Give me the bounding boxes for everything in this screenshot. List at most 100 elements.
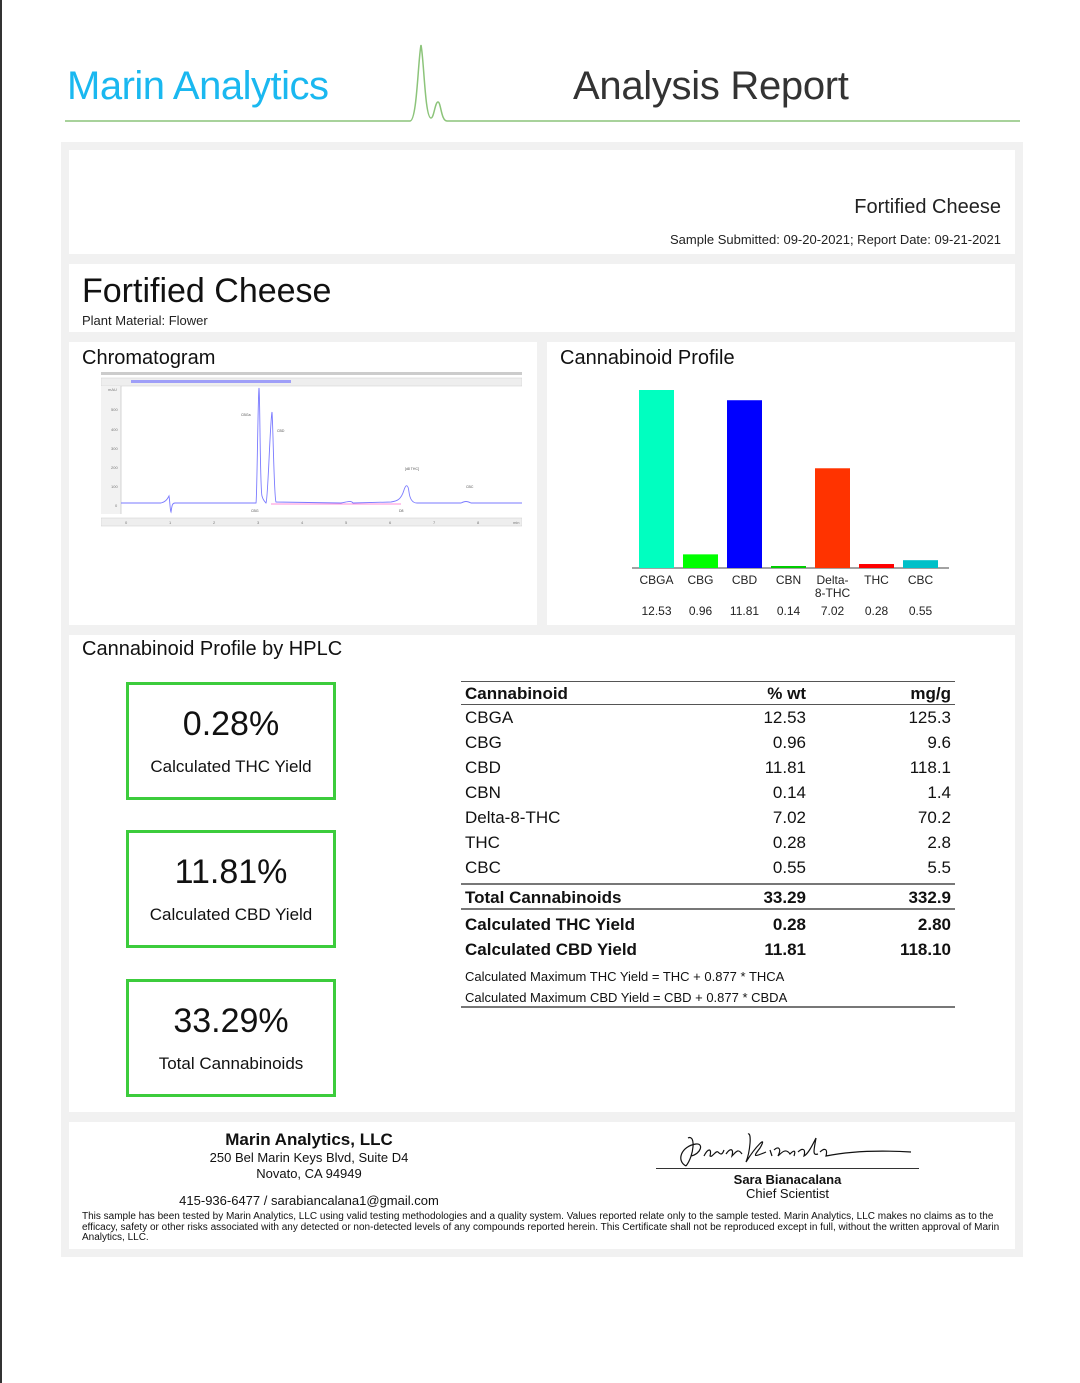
hplc-panel: Cannabinoid Profile by HPLC 0.28% Calcul… [69, 635, 1015, 1112]
header-cannabinoid: Cannabinoid [465, 684, 568, 703]
kpi-total-cannabinoids: 33.29% Total Cannabinoids [126, 979, 336, 1097]
table-row: CBG 0.96 9.6 [461, 730, 955, 755]
report-header: Marin Analytics Analysis Report [65, 40, 1020, 125]
thc-yield-row: Calculated THC Yield 0.28 2.80 [461, 912, 955, 937]
chromatogram-title: Chromatogram [82, 347, 216, 369]
cell: CBC [465, 858, 501, 877]
peak-label: CBGa [241, 413, 251, 417]
cell: 9.6 [927, 733, 951, 752]
signature-line [656, 1168, 919, 1169]
bar-category-label: CBD [732, 573, 758, 587]
x-tick: 1 [169, 520, 172, 525]
kpi-label: Calculated THC Yield [150, 757, 312, 776]
bar-value-label: 0.14 [777, 604, 801, 618]
cannabinoid-profile-panel: Cannabinoid Profile CBGA 12.53 CBG 0.96 CBD 1… [547, 342, 1015, 625]
note-text: Calculated Maximum CBD Yield = CBD + 0.8… [465, 990, 788, 1005]
plant-material: Plant Material: Flower [82, 313, 208, 328]
kpi-value: 0.28% [182, 705, 280, 743]
cbd-yield-row: Calculated CBD Yield 11.81 118.10 [461, 937, 955, 962]
cell: CBG [465, 733, 502, 752]
kpi-cbd-yield: 11.81% Calculated CBD Yield [126, 830, 336, 948]
cell: 118.1 [909, 758, 951, 777]
kpi-thc-yield: 0.28% Calculated THC Yield [126, 682, 336, 800]
bar-category-label: CBGA [639, 573, 673, 587]
header-mg-g: mg/g [910, 684, 951, 703]
sample-title: Fortified Cheese [82, 272, 332, 310]
chromatogram-panel: Chromatogram mAU 500 400 300 200 100 0 0… [69, 342, 537, 625]
address-line-1: 250 Bel Marin Keys Blvd, Suite D4 [209, 1150, 409, 1165]
cell: 0.14 [772, 783, 806, 802]
kpi-value: 11.81% [174, 853, 288, 891]
x-tick: 4 [301, 520, 304, 525]
kpi-value: 33.29% [173, 1002, 289, 1040]
brand-logo-text: Marin Analytics [67, 64, 329, 108]
bar-thc [859, 564, 894, 568]
contact-info: 415-936-6477 / sarabiancalana1@gmail.com [179, 1193, 439, 1208]
hplc-title: Cannabinoid Profile by HPLC [82, 638, 343, 660]
cell: 125.3 [908, 708, 951, 727]
cannabinoid-bar-chart: CBGA 12.53 CBG 0.96 CBD 11.81 CBN 0.14 Delta-8-T… [632, 390, 949, 618]
cell: Calculated THC Yield [465, 915, 636, 934]
peak-label: CBD [277, 429, 285, 433]
cannabinoid-table: Cannabinoid % wt mg/g CBGA 12.53 125.3 CBG… [461, 681, 955, 1008]
chromatogram-image: mAU 500 400 300 200 100 0 0 1 2 3 4 5 6 … [101, 372, 522, 533]
signer-name: Sara Bianacalana [733, 1172, 842, 1187]
peak-label: [d8 THC] [405, 467, 419, 471]
bar-value-label: 11.81 [730, 604, 759, 618]
kpi-label: Calculated CBD Yield [149, 905, 313, 924]
bar-value-label: 0.96 [689, 604, 713, 618]
x-tick: 7 [433, 520, 436, 525]
table-row: Delta-8-THC 7.02 70.2 [461, 805, 955, 830]
summary-panel: Fortified Cheese Sample Submitted: 09-20… [69, 150, 1015, 254]
table-row: CBC 0.55 5.5 [461, 855, 955, 880]
cell: Delta-8-THC [465, 808, 561, 827]
peak-label: D8 [399, 509, 404, 513]
bar-cbd [727, 400, 762, 568]
table-row: CBGA 12.53 125.3 [461, 705, 955, 730]
x-tick: 8 [477, 520, 480, 525]
cell: THC [465, 833, 500, 852]
cell: Calculated CBD Yield [465, 940, 637, 959]
signer-title: Chief Scientist [745, 1186, 830, 1201]
table-row: CBN 0.14 1.4 [461, 780, 955, 805]
header-pct-wt: % wt [767, 684, 806, 703]
peak-label: CBC [466, 485, 474, 489]
cell: 118.10 [899, 940, 951, 959]
bar-category-label: THC [864, 573, 889, 587]
disclaimer-text: This sample has been tested by Marin Ana… [82, 1211, 1000, 1243]
bar-category-label: CBG [687, 573, 713, 587]
cell: Total Cannabinoids [465, 888, 622, 907]
table-header: Cannabinoid % wt mg/g [461, 681, 955, 705]
bar-category-label: Delta- [816, 573, 848, 587]
bar-value-label: 7.02 [821, 604, 845, 618]
cell: 11.81 [764, 940, 806, 959]
cell: 0.28 [772, 833, 806, 852]
cell: 332.9 [908, 888, 951, 907]
bar-cbga [639, 390, 674, 568]
company-name: Marin Analytics, LLC [225, 1130, 393, 1149]
x-tick: 6 [389, 520, 392, 525]
cell: 11.81 [764, 758, 806, 777]
signature-image [680, 1133, 912, 1167]
cell: 12.53 [763, 708, 806, 727]
cell: 7.02 [772, 808, 806, 827]
y-tick: 300 [111, 446, 118, 451]
formula-note: Calculated Maximum THC Yield = THC + 0.8… [461, 966, 955, 987]
cell: 0.28 [772, 915, 806, 934]
x-tick: min [513, 520, 519, 525]
bar-category-label: 8-THC [815, 586, 851, 600]
report-title: Analysis Report [573, 64, 849, 108]
bar-cbc [903, 560, 938, 568]
x-tick: 0 [125, 520, 128, 525]
y-tick: 500 [111, 407, 118, 412]
bar-cbg [683, 554, 718, 568]
x-tick: 5 [345, 520, 348, 525]
bar-cbn [771, 566, 806, 568]
bar-delta-8-thc [815, 468, 850, 568]
summary-dates: Sample Submitted: 09-20-2021; Report Dat… [670, 232, 1001, 247]
signer-block: Sara Bianacalana Chief Scientist [656, 1173, 919, 1201]
cell: CBD [465, 758, 501, 777]
total-row: Total Cannabinoids 33.29 332.9 [461, 883, 955, 910]
company-address: Marin Analytics, LLC 250 Bel Marin Keys … [149, 1130, 469, 1208]
x-tick: 3 [257, 520, 260, 525]
